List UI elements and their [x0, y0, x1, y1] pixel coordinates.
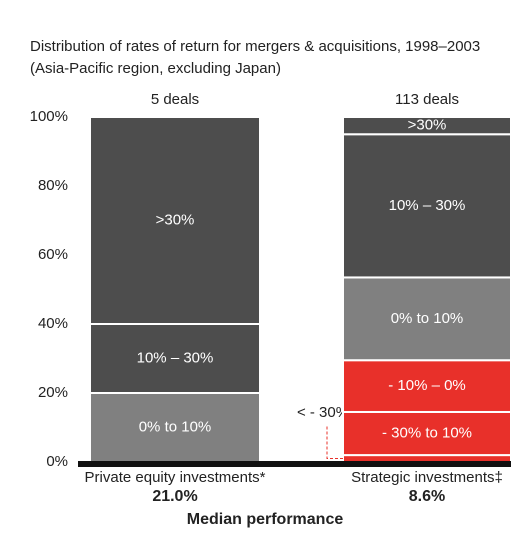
segment-label: 0% to 10%	[139, 418, 212, 435]
segment-label: 10% – 30%	[389, 197, 466, 214]
segment-label: - 10% – 0%	[388, 377, 466, 394]
segment-label: < - 30%	[297, 404, 349, 421]
bar-segment	[89, 116, 261, 325]
segment-label: - 30% to 10%	[382, 425, 472, 442]
title-box: Distribution of rates of return for merg…	[30, 38, 481, 77]
y-tick-label: 40%	[38, 315, 68, 332]
y-tick-label: 80%	[38, 177, 68, 194]
y-tick-label: 60%	[38, 246, 68, 263]
median-value: 8.6%	[409, 488, 445, 505]
x-tick-label: Strategic investments‡	[351, 469, 503, 486]
segment-label: >30%	[156, 211, 195, 228]
deal-label: 113 deals	[395, 91, 459, 108]
bar-segment	[342, 359, 512, 413]
leader-line	[326, 425, 343, 460]
y-tick-label: 20%	[38, 384, 68, 401]
bar-segment	[89, 392, 261, 463]
bar-segment	[342, 454, 512, 464]
bar-segment	[89, 323, 261, 394]
median-title: Median performance	[187, 511, 344, 528]
bar-segment	[342, 410, 512, 457]
segment-label: 0% to 10%	[391, 310, 464, 327]
segment-label: 10% – 30%	[137, 349, 214, 366]
segment-label: >30%	[408, 117, 447, 134]
bar-segment	[342, 276, 512, 362]
median-value: 21.0%	[152, 488, 197, 505]
deal-label: 5 deals	[151, 91, 199, 108]
x-tick-label: Private equity investments*	[85, 469, 266, 486]
chart-title: Distribution of rates of return for merg…	[30, 38, 481, 77]
y-tick-label: 0%	[46, 453, 68, 470]
bar-segment	[342, 133, 512, 279]
y-tick-label: 100%	[30, 108, 68, 125]
bar-segment	[342, 116, 512, 136]
